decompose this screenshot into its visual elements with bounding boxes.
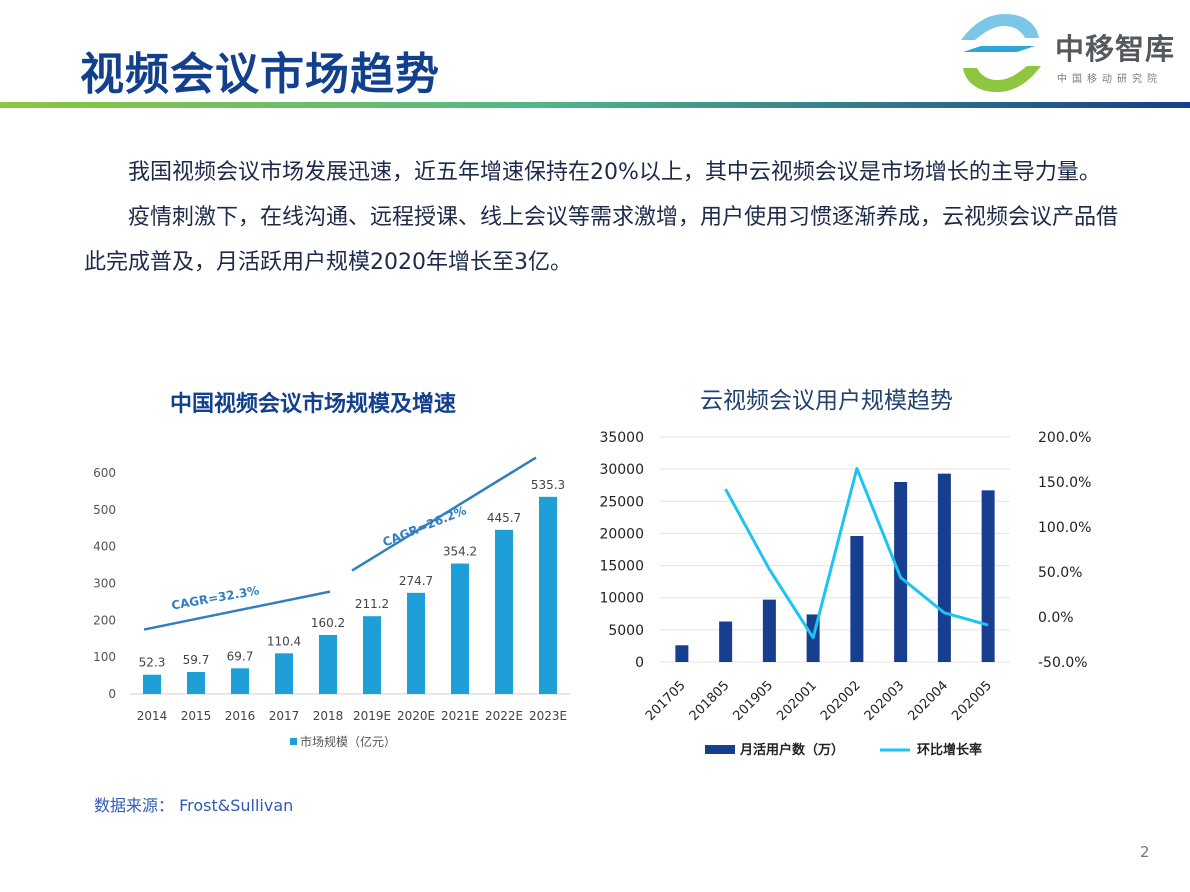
- left-chart-title: 中国视频会议市场规模及增速: [170, 392, 457, 417]
- bar: [539, 496, 557, 694]
- market-size-chart: 0 100 200 300 400 500 600 52.3 2014 59.7 2015 69.7 2…: [93, 456, 570, 749]
- y-tick-label: 400: [93, 540, 116, 554]
- bar: [187, 672, 205, 694]
- x-tick-label: 202004: [905, 678, 951, 724]
- legend-label: 月活用户数（万）: [739, 742, 844, 758]
- right-chart-title: 云视频会议用户规模趋势: [700, 388, 953, 414]
- data-label: 535.3: [531, 478, 565, 492]
- x-tick-label: 202001: [774, 678, 820, 724]
- brand-logo-icon: [961, 14, 1041, 92]
- y-tick-label-right: -50.0%: [1038, 655, 1088, 671]
- y-tick-label: 600: [93, 466, 116, 480]
- paragraph-market-growth: 我国视频会议市场发展迅速，近五年增速保持在20%以上，其中云视频会议是市场增长的…: [128, 160, 1101, 185]
- y-tick-label-right: 150.0%: [1038, 475, 1091, 491]
- bar: [937, 473, 951, 662]
- page-number: 2: [1140, 843, 1150, 861]
- y-tick-label-right: 200.0%: [1038, 430, 1091, 446]
- data-label: 211.2: [355, 597, 389, 611]
- bar: [719, 621, 733, 662]
- data-label: 274.7: [399, 574, 433, 588]
- x-tick-label: 2018: [313, 709, 344, 723]
- data-source: 数据来源： Frost&Sullivan: [94, 796, 294, 815]
- legend-swatch: [705, 745, 735, 754]
- y-tick-label-right: 50.0%: [1038, 565, 1082, 581]
- y-tick-label-left: 10000: [599, 591, 644, 607]
- data-label: 160.2: [311, 616, 345, 630]
- brand-name: 中移智库: [1055, 32, 1176, 66]
- x-tick-label: 202002: [818, 678, 864, 724]
- x-tick-label: 201905: [730, 678, 776, 724]
- y-tick-label: 0: [108, 687, 116, 701]
- x-tick-label: 2022E: [485, 709, 523, 723]
- bar: [981, 490, 995, 662]
- x-tick-label: 202003: [862, 678, 908, 724]
- bar: [275, 653, 293, 694]
- bar: [319, 634, 337, 694]
- cagr-trend-line-2: [351, 456, 537, 572]
- y-tick-label-left: 30000: [599, 462, 644, 478]
- y-tick-label: 200: [93, 613, 116, 627]
- x-tick-label: 2019E: [353, 709, 391, 723]
- x-tick-label: 2015: [181, 709, 212, 723]
- header-divider: [0, 102, 1190, 108]
- legend-label: 环比增长率: [917, 742, 982, 758]
- paragraph-pandemic-users: 疫情刺激下，在线沟通、远程授课、线上会议等需求激增，用户使用习惯逐渐养成，云视频…: [84, 205, 1119, 275]
- y-tick-label-right: 100.0%: [1038, 520, 1091, 536]
- bar: [451, 563, 469, 694]
- y-tick-label: 300: [93, 577, 116, 591]
- bar: [407, 592, 425, 694]
- bar: [850, 536, 864, 662]
- bar: [495, 529, 513, 694]
- x-tick-label: 2016: [225, 709, 256, 723]
- cloud-users-chart: 0 5000 10000 15000 20000 25000 30000 35000 -50.0…: [599, 430, 1091, 758]
- y-tick-label-left: 5000: [608, 623, 644, 639]
- cagr-trend-line-1: [143, 590, 331, 631]
- x-tick-label: 202005: [949, 678, 995, 724]
- y-tick-label-left: 20000: [599, 526, 644, 542]
- x-tick-label: 201805: [687, 678, 733, 724]
- data-label: 445.7: [487, 511, 521, 525]
- brand-subtitle: 中国移动研究院: [1057, 74, 1162, 85]
- y-tick-label-left: 25000: [599, 494, 644, 510]
- x-tick-label: 2023E: [529, 709, 567, 723]
- y-tick-label-left: 15000: [599, 559, 644, 575]
- growth-rate-line: [724, 467, 989, 640]
- data-label: 59.7: [183, 653, 210, 667]
- bar: [231, 668, 249, 694]
- legend-swatch: [290, 738, 297, 745]
- bar: [363, 616, 381, 694]
- data-label: 110.4: [267, 634, 301, 648]
- bar: [762, 599, 776, 662]
- data-label: 354.2: [443, 545, 477, 559]
- y-tick-label: 500: [93, 503, 116, 517]
- x-tick-label: 2020E: [397, 709, 435, 723]
- data-label: 69.7: [227, 649, 254, 663]
- y-tick-label: 100: [93, 650, 116, 664]
- body-text: 我国视频会议市场发展迅速，近五年增速保持在20%以上，其中云视频会议是市场增长的…: [84, 150, 1124, 285]
- page-title: 视频会议市场趋势: [80, 49, 440, 100]
- y-tick-label-right: 0.0%: [1038, 610, 1074, 626]
- x-tick-label: 2014: [137, 709, 168, 723]
- x-tick-label: 201705: [643, 678, 689, 724]
- legend-label: 市场规模（亿元）: [300, 734, 396, 749]
- y-tick-label-left: 35000: [599, 430, 644, 446]
- x-tick-label: 2021E: [441, 709, 479, 723]
- bar: [894, 482, 908, 662]
- x-tick-label: 2017: [269, 709, 300, 723]
- data-label: 52.3: [139, 656, 166, 670]
- y-tick-label-left: 0: [635, 655, 644, 671]
- bar: [143, 674, 161, 694]
- cagr-annotation: CAGR=26.2%: [381, 503, 469, 549]
- bar: [675, 645, 689, 662]
